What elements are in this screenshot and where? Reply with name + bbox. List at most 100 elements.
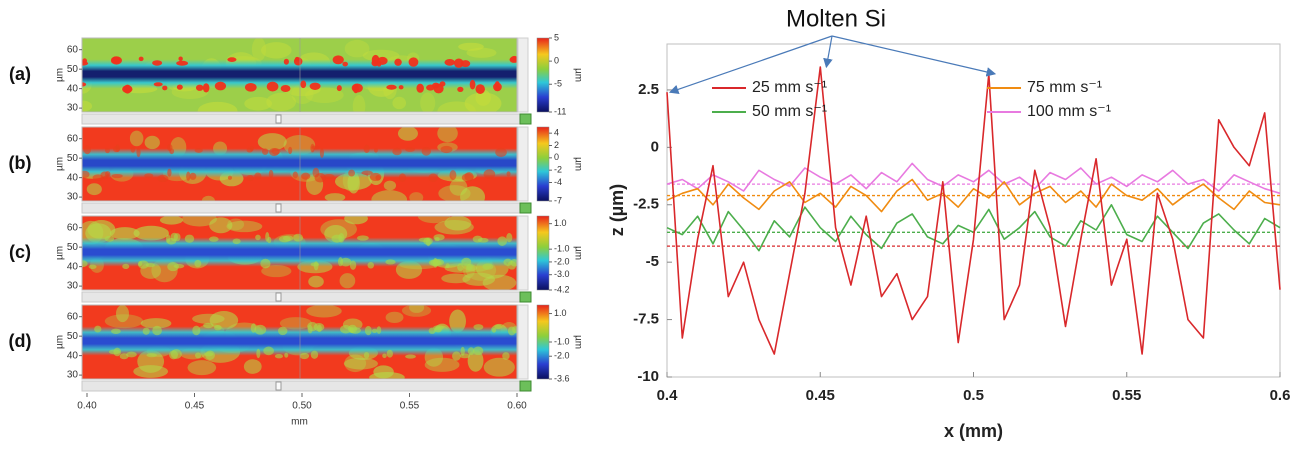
heatmap-blob [194,352,202,359]
heatmap-blob [144,173,154,179]
heatmap-texture [371,190,408,201]
heatmap-blob [491,327,497,333]
heatmap-blob [469,79,476,90]
vertical-scrollbar [517,215,529,291]
heatmap-blob [369,172,382,182]
x-tick-label: 0.60 [507,401,527,412]
heatmap-blob [130,147,136,153]
x-tick-label: 0.55 [400,401,420,412]
heatmap-blob [232,238,241,245]
heatmap-blob [82,82,87,87]
scrollbar [81,380,532,392]
heatmap-blob [186,171,191,181]
heatmap-blob [434,237,440,242]
heatmap-blob [153,82,163,87]
heatmap-blob [88,264,97,269]
heatmap-texture [464,92,502,112]
heatmap-blob [338,233,345,243]
heatmap-blob [214,324,222,331]
heatmap-blob [421,146,432,156]
heatmap-blob [313,261,319,271]
panel-label: (b) [9,153,32,173]
y-tick-label: 0 [651,138,659,155]
y-tick-label: 50 [67,153,79,164]
heatmap-texture [305,87,344,103]
heatmap-blob [352,83,359,94]
heatmap-blob [300,80,307,89]
heatmap-blob [138,260,143,267]
heatmap-blob [363,351,370,359]
heatmap-blob [288,146,293,155]
heatmap-texture [437,127,458,143]
heatmap-blob [208,236,219,242]
y-tick-label: -10 [637,368,659,385]
heatmap-blob [394,58,402,66]
panel-label: (a) [9,64,31,84]
heatmap-blob [307,321,318,332]
colorbar-tick-label: -7 [554,195,562,205]
panel-label: (d) [9,331,32,351]
heatmap-blob [260,258,271,269]
heatmap-blob [408,57,419,67]
heatmap [82,216,517,290]
heatmap-texture [385,311,404,323]
y-tick-label: 60 [67,44,79,55]
heatmap-blob [283,58,289,65]
heatmap-blob [495,147,507,157]
heatmap-blob [271,148,281,155]
heatmap-texture [424,357,460,372]
colorbar-tick-label: -11 [554,106,566,116]
heatmap-blob [502,352,510,360]
heatmap-blob [361,170,373,176]
colorbar-tick-label: 1.0 [554,218,567,228]
heatmap-blob [461,173,474,182]
colorbar [536,304,550,380]
colorbar-label: µm [572,246,583,260]
heatmap-blob [169,148,175,155]
heatmap-blob [392,147,402,156]
heatmap-texture [133,365,169,378]
heatmap-blob [467,347,475,356]
heatmap-blob [255,234,261,241]
colorbar-tick-label: -3.6 [554,373,570,383]
colorbar-tick-label: -3.0 [554,269,570,279]
y-tick-label: 30 [67,370,79,381]
colorbar [536,37,550,113]
scrollbar [81,291,532,303]
heatmap-texture [82,100,93,112]
heatmap-blob [507,326,516,336]
colorbar-label: µm [572,68,583,82]
heatmap-blob [428,259,441,267]
y-tick-label: 30 [67,103,79,114]
x-tick-label: 0.4 [657,387,679,404]
heatmap-texture [291,84,314,105]
heatmap-blob [115,144,120,152]
heatmap-blob [428,173,438,183]
y-tick-label: -2.5 [633,196,659,213]
heatmap-blob [371,328,378,333]
heatmap-texture [257,133,287,151]
heatmap-blob [510,259,517,267]
heatmap-blob [373,147,378,153]
heatmap-blob [312,167,320,178]
heatmap-texture [261,42,292,59]
heatmap-texture [104,314,144,329]
scrollbar [81,202,532,214]
heatmap-blob [444,58,455,66]
heatmap-blob [274,354,284,359]
reset-button [519,113,532,125]
colorbar-tick-label: 4 [554,128,559,138]
colorbar-tick-label: -4.2 [554,284,570,294]
heatmap-blob [110,56,122,65]
heatmap-texture [373,365,394,379]
heatmap-blob [495,81,500,87]
heatmap-blob [457,86,464,92]
y-tick-label: 30 [67,281,79,292]
heatmap-blob [254,172,262,180]
heatmap-blob [299,352,310,360]
heatmap-blob [194,259,202,268]
reset-button [519,202,532,214]
y-tick-label: 50 [67,242,79,253]
heatmap-texture [392,96,407,110]
heatmap-texture [458,42,484,51]
